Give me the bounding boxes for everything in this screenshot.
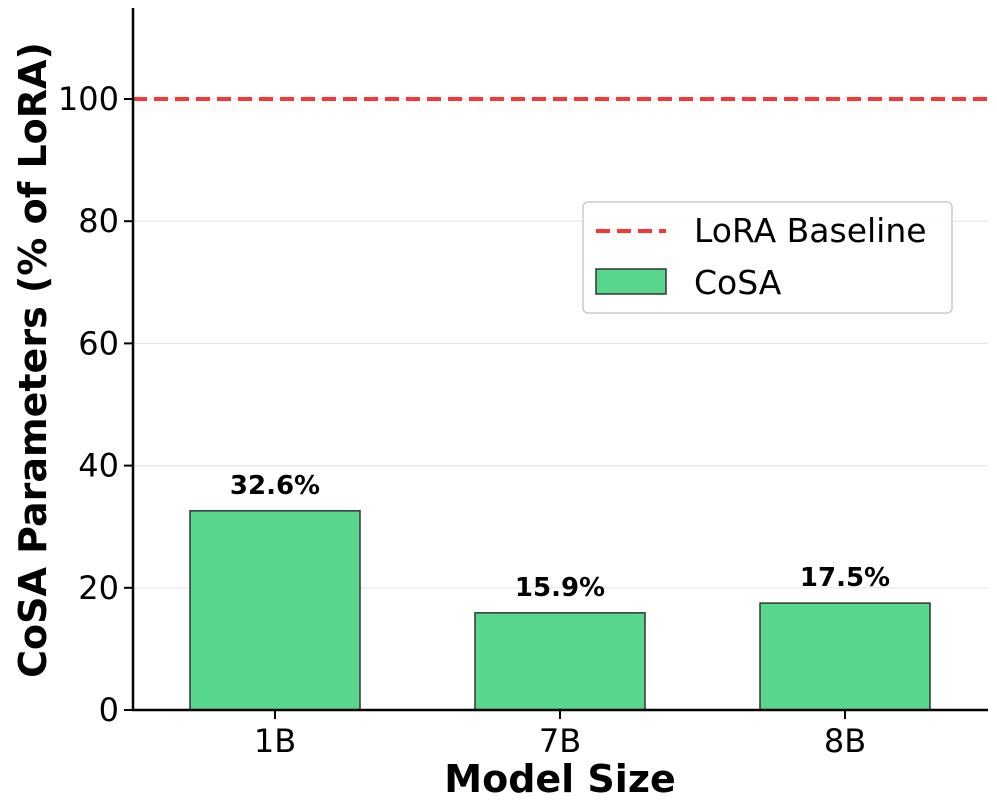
y-ticks: 0 20 40 60 80 100 <box>58 80 133 729</box>
legend: LoRA Baseline CoSA <box>582 201 953 314</box>
y-tick-label: 80 <box>78 202 119 240</box>
legend-baseline-label: LoRA Baseline <box>694 211 927 250</box>
legend-cosa-swatch <box>595 268 667 295</box>
legend-cosa-label: CoSA <box>694 263 782 302</box>
y-tick-label: 60 <box>78 324 119 362</box>
bar-value-label: 15.9% <box>515 573 605 603</box>
bar-7B <box>474 612 646 711</box>
bar-8B <box>759 602 931 711</box>
y-tick-label: 40 <box>78 447 119 485</box>
y-tick-label: 20 <box>78 569 119 607</box>
bars <box>189 510 931 711</box>
y-tick-label: 100 <box>58 80 119 118</box>
data-labels: 32.6% 15.9% 17.5% <box>230 471 890 603</box>
x-tick-label: 7B <box>539 722 581 760</box>
x-ticks: 1B 7B 8B <box>254 710 866 760</box>
y-tick-label: 0 <box>99 691 119 729</box>
x-tick-label: 8B <box>824 722 866 760</box>
x-axis-title: Model Size <box>444 757 675 801</box>
x-tick-label: 1B <box>254 722 296 760</box>
y-axis-title: CoSA Parameters (% of LoRA) <box>11 42 55 678</box>
bar-1B <box>189 510 361 711</box>
bar-value-label: 32.6% <box>230 471 320 501</box>
legend-box <box>582 201 953 314</box>
bar-value-label: 17.5% <box>800 563 890 593</box>
